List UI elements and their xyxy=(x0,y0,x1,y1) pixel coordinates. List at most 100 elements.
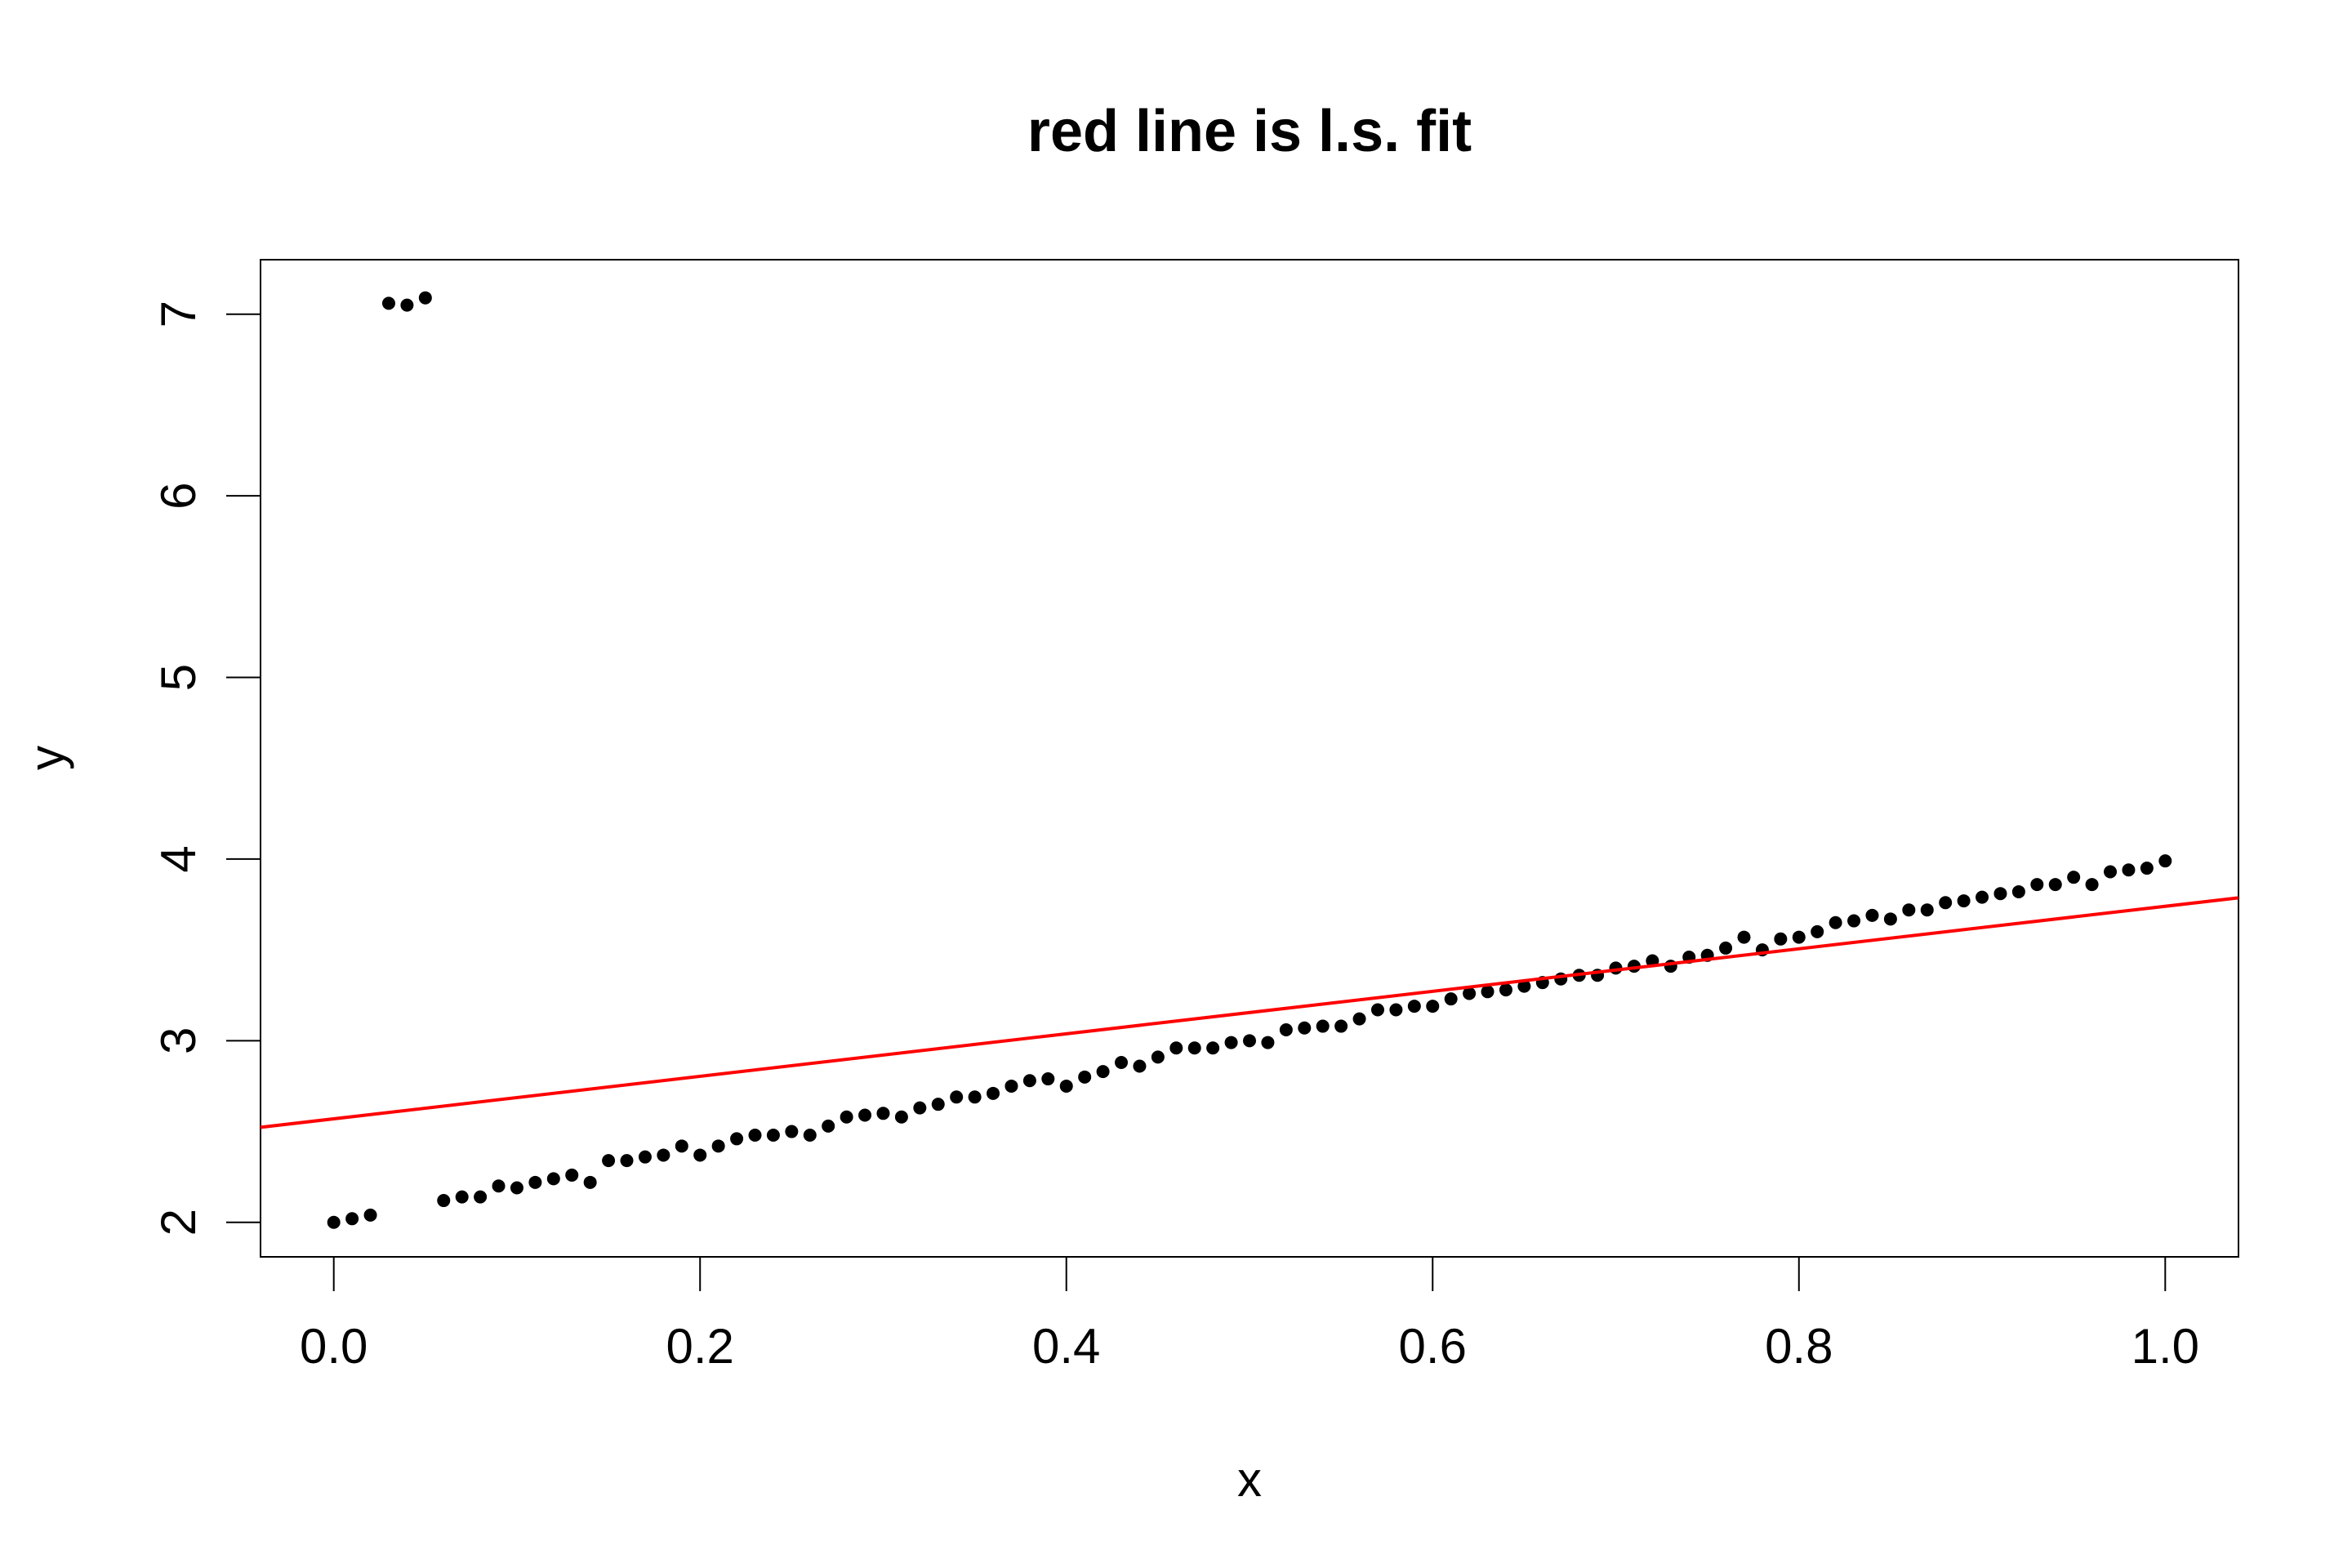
data-point xyxy=(876,1107,890,1120)
data-point xyxy=(1370,1003,1384,1017)
data-point xyxy=(1463,987,1477,1000)
data-point xyxy=(1481,985,1494,999)
x-axis: 0.0 0.2 0.4 0.6 0.8 1.0 xyxy=(300,1256,2199,1374)
data-point xyxy=(840,1110,853,1124)
x-tick-label: 0.2 xyxy=(666,1319,734,1374)
data-point xyxy=(1939,896,1953,910)
data-point xyxy=(2104,865,2118,879)
data-point xyxy=(1352,1012,1366,1026)
data-point xyxy=(1151,1050,1165,1064)
data-point xyxy=(1133,1059,1147,1073)
data-point xyxy=(1883,912,1897,926)
data-point xyxy=(693,1148,707,1162)
data-point xyxy=(381,296,395,310)
y-tick-label: 2 xyxy=(151,1209,206,1236)
x-tick-label: 0.4 xyxy=(1032,1319,1100,1374)
plot-frame xyxy=(260,259,2239,1258)
x-tick-label: 0.8 xyxy=(1765,1319,1833,1374)
x-axis-label: x xyxy=(1237,1452,1262,1507)
x-tick-label: 1.0 xyxy=(2132,1319,2199,1374)
data-point xyxy=(730,1132,744,1146)
y-tick-label: 5 xyxy=(151,664,206,691)
data-point xyxy=(510,1181,523,1195)
data-point xyxy=(1334,1019,1348,1033)
data-point xyxy=(620,1154,634,1168)
data-point xyxy=(1078,1070,1092,1084)
data-point xyxy=(602,1154,616,1168)
data-point xyxy=(987,1086,1000,1100)
data-point xyxy=(1298,1021,1312,1035)
x-tick-label: 0.0 xyxy=(300,1319,368,1374)
data-point xyxy=(1059,1079,1073,1093)
data-point xyxy=(1041,1072,1055,1086)
data-point xyxy=(1096,1065,1110,1079)
data-point xyxy=(455,1190,469,1204)
data-point xyxy=(858,1108,872,1122)
data-point xyxy=(1444,992,1458,1006)
data-point xyxy=(1243,1034,1256,1048)
data-point xyxy=(1224,1036,1238,1049)
data-point xyxy=(1389,1003,1403,1017)
data-point xyxy=(1920,903,1934,917)
data-point xyxy=(711,1139,725,1153)
data-point xyxy=(1279,1022,1293,1036)
data-point xyxy=(1993,887,2007,901)
data-point xyxy=(638,1150,652,1164)
data-point xyxy=(1022,1074,1036,1088)
data-point xyxy=(1792,930,1806,944)
data-point xyxy=(2085,878,2099,892)
data-point xyxy=(1426,1000,1440,1013)
data-point xyxy=(1847,914,1861,928)
y-axis-label: y xyxy=(20,746,74,770)
data-point xyxy=(492,1179,506,1193)
data-point xyxy=(363,1208,377,1222)
data-point xyxy=(657,1148,670,1162)
data-points xyxy=(327,291,2172,1229)
data-point xyxy=(418,291,432,305)
data-point xyxy=(327,1215,341,1229)
data-point xyxy=(1811,924,1824,938)
data-point xyxy=(894,1110,908,1124)
data-point xyxy=(675,1139,688,1153)
data-point xyxy=(583,1175,597,1189)
data-point xyxy=(950,1090,964,1104)
data-point xyxy=(1957,894,1971,908)
y-tick-label: 6 xyxy=(151,482,206,509)
data-point xyxy=(2140,862,2154,875)
data-point xyxy=(1187,1041,1201,1055)
y-axis: 2 3 4 5 6 7 xyxy=(151,301,261,1236)
data-point xyxy=(2122,863,2136,877)
data-point xyxy=(437,1194,451,1208)
data-point xyxy=(2048,878,2062,892)
data-point xyxy=(345,1212,359,1226)
data-point xyxy=(2030,878,2044,892)
data-point xyxy=(1115,1056,1129,1070)
data-point xyxy=(2067,871,2081,884)
data-point xyxy=(803,1128,817,1142)
data-point xyxy=(785,1125,799,1138)
data-point xyxy=(968,1090,982,1104)
data-point xyxy=(474,1190,488,1204)
data-point xyxy=(528,1175,542,1189)
data-point xyxy=(1829,915,1842,929)
data-point xyxy=(1737,930,1751,944)
data-point xyxy=(1316,1019,1330,1033)
data-point xyxy=(1407,1000,1421,1013)
y-tick-label: 7 xyxy=(151,301,206,327)
x-tick-label: 0.6 xyxy=(1399,1319,1467,1374)
chart-title: red line is l.s. fit xyxy=(1027,99,1472,164)
data-point xyxy=(1774,932,1788,946)
data-point xyxy=(822,1119,835,1133)
data-point xyxy=(1719,941,1733,955)
y-tick-label: 3 xyxy=(151,1027,206,1054)
data-point xyxy=(913,1101,927,1115)
data-point xyxy=(400,298,414,312)
data-point xyxy=(1004,1079,1018,1093)
data-point xyxy=(766,1128,780,1142)
data-point xyxy=(1499,983,1512,997)
fit-line xyxy=(260,896,2239,1129)
data-point xyxy=(931,1098,945,1111)
data-point xyxy=(1517,979,1531,993)
data-point xyxy=(1206,1041,1220,1055)
